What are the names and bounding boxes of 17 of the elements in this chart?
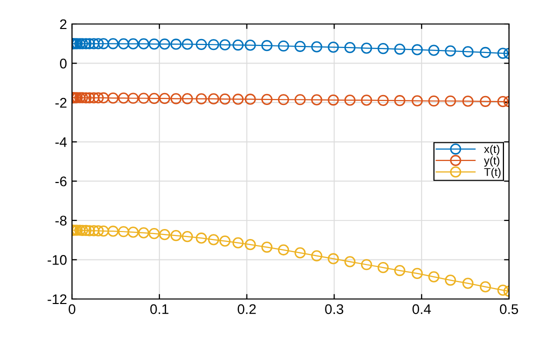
y-tick-label: -2	[55, 98, 66, 108]
y-tick-label: -10	[48, 255, 67, 265]
legend-label: x(t)	[484, 144, 500, 156]
x-tick-label: 0.4	[412, 304, 431, 314]
y-tick-label: -12	[48, 294, 66, 304]
x-tick-label: 0.3	[325, 304, 344, 314]
y-tick-label: -8	[55, 216, 67, 226]
x-tick-label: 0.1	[150, 304, 168, 314]
y-tick-label: -4	[55, 137, 67, 147]
x-tick-label: 0.2	[238, 304, 256, 314]
y-tick-label: 0	[60, 58, 67, 68]
legend-label: y(t)	[484, 156, 500, 167]
legend-label: T(t)	[484, 168, 501, 178]
y-tick-label: -6	[55, 176, 67, 186]
x-tick-label: 0	[68, 304, 76, 314]
x-tick-label: 0.5	[500, 304, 518, 314]
y-tick-label: 2	[60, 19, 66, 30]
